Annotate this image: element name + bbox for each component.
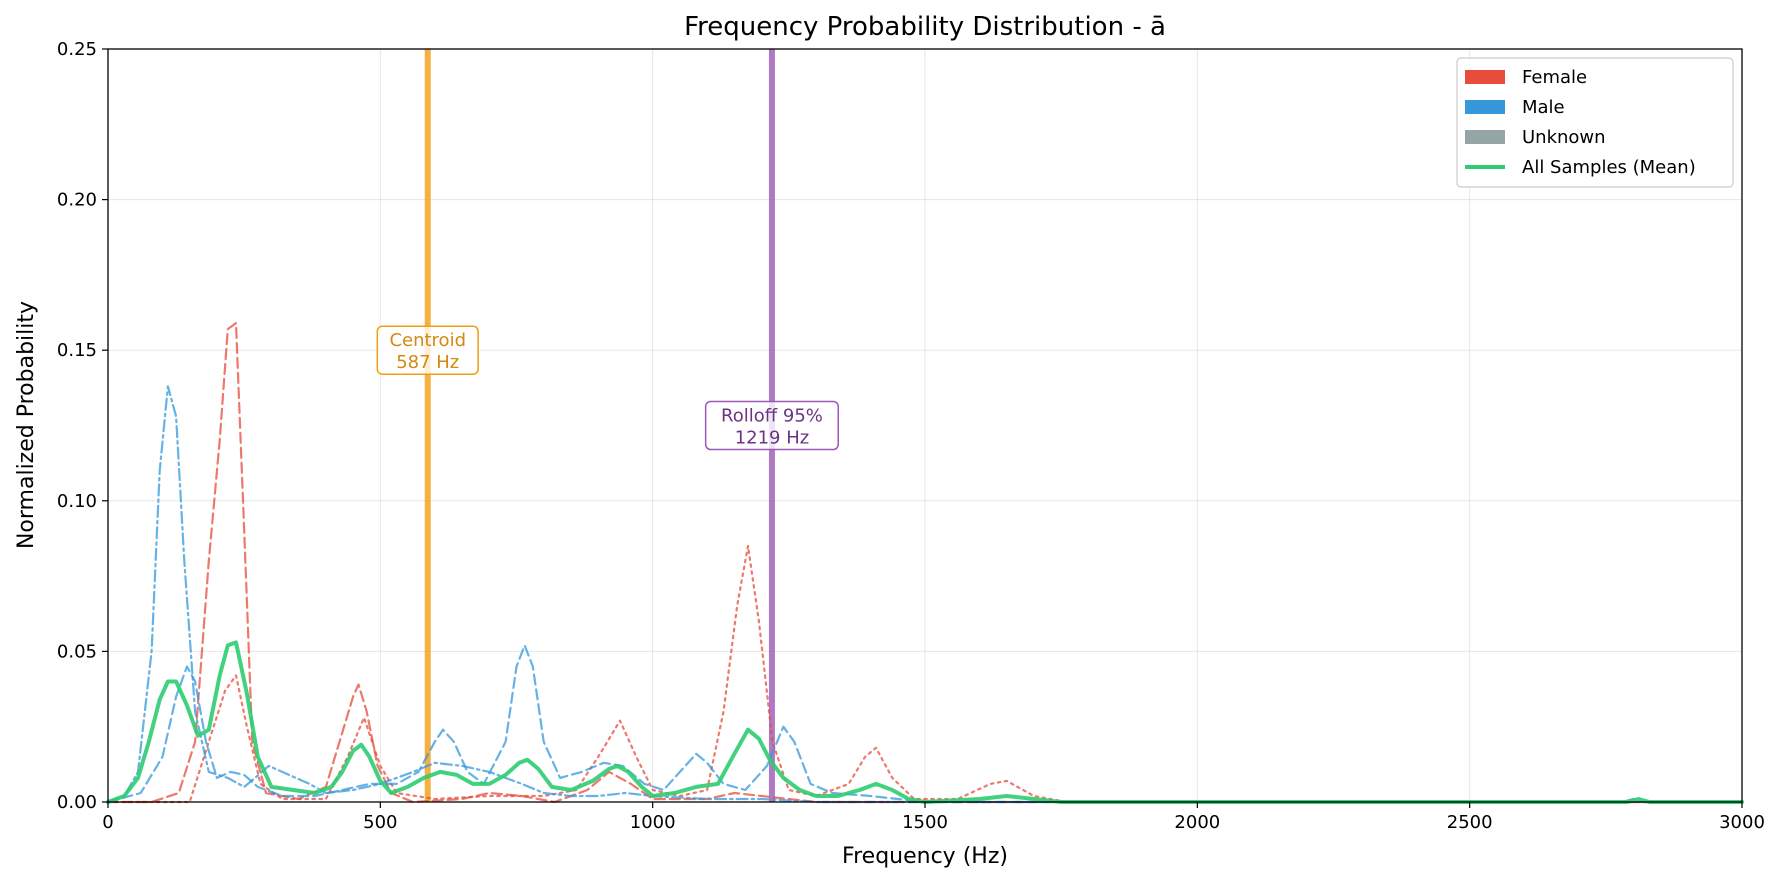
y-tick-label: 0.15 [57, 340, 97, 361]
series-line [106, 640, 1744, 804]
series-line [106, 385, 1744, 804]
x-tick-label: 1500 [902, 812, 948, 833]
x-tick-label: 0 [102, 812, 113, 833]
legend-swatch [1465, 130, 1505, 144]
annotation-box [704, 400, 839, 451]
legend-label: All Samples (Mean) [1522, 157, 1696, 178]
y-tick-label: 0.25 [57, 39, 97, 60]
legend-swatch [1465, 70, 1505, 84]
y-tick-label: 0.20 [57, 190, 97, 211]
y-tick-label: 0.10 [57, 491, 97, 512]
x-tick-label: 1000 [630, 812, 676, 833]
x-tick-label: 500 [363, 812, 397, 833]
legend-label: Unknown [1522, 127, 1606, 148]
series-line [106, 644, 1744, 804]
legend: Female Male Unknown All Samples (Mean) [1456, 57, 1734, 188]
annotation-label: Centroid [389, 330, 466, 351]
chart-title: Frequency Probability Distribution - ā [684, 12, 1166, 42]
legend-label: Female [1522, 67, 1587, 88]
x-axis-label: Frequency (Hz) [842, 844, 1008, 869]
x-axis-ticks: 0 500 1000 1500 2000 2500 3000 [102, 802, 1765, 833]
y-axis-ticks: 0.00 0.05 0.10 0.15 0.20 0.25 [57, 39, 108, 813]
y-tick-label: 0.05 [57, 641, 97, 662]
legend-label: Male [1522, 97, 1565, 118]
x-tick-label: 3000 [1719, 812, 1765, 833]
annotation-label: Rolloff 95% [721, 406, 823, 427]
annotation-box [376, 325, 479, 375]
series-line [106, 322, 1744, 804]
series-group [106, 322, 1744, 804]
legend-swatch [1465, 100, 1505, 114]
y-tick-label: 0.00 [57, 792, 97, 813]
x-tick-label: 2500 [1447, 812, 1493, 833]
x-tick-label: 2000 [1174, 812, 1220, 833]
annotation-value: 1219 Hz [735, 428, 810, 449]
annotation-value: 587 Hz [396, 352, 459, 373]
legend-box [1456, 57, 1734, 188]
y-axis-label: Normalized Probability [14, 301, 39, 549]
